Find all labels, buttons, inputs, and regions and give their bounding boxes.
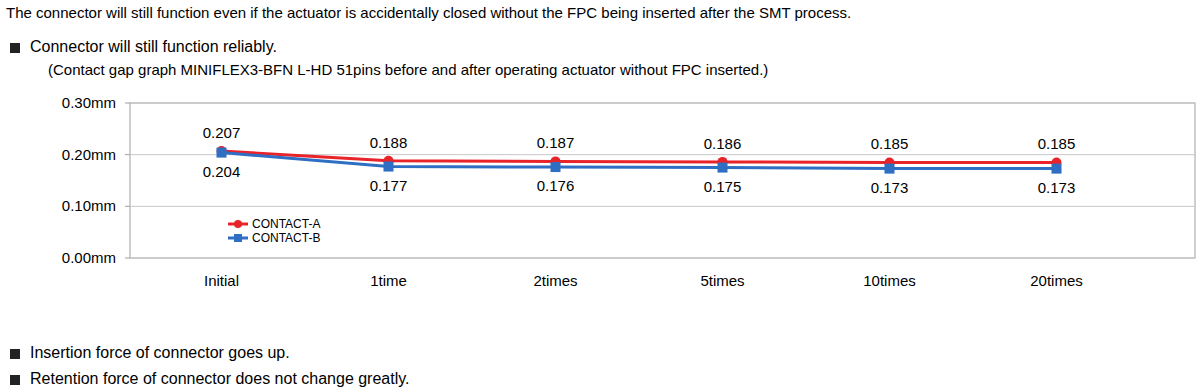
marker <box>718 163 728 173</box>
legend-label: CONTACT-B <box>252 231 320 245</box>
marker <box>1052 164 1062 174</box>
category-label: 1time <box>370 272 407 289</box>
legend-marker <box>234 234 242 242</box>
data-label: 0.204 <box>203 163 241 180</box>
tick-label: 0.10mm <box>62 197 116 214</box>
tick-label: 0.30mm <box>62 94 116 111</box>
data-labels: 0.207 0.188 0.187 0.186 0.185 0.185 0.204 0.177… <box>203 124 1076 196</box>
text: Insertion force of connector goes up. <box>30 344 290 362</box>
bullet-marker <box>10 375 20 385</box>
bullet-marker <box>10 43 20 53</box>
grid-line <box>130 258 1195 259</box>
tick-mark <box>125 258 130 259</box>
plot-frame <box>130 103 1195 258</box>
marker <box>384 162 394 172</box>
text: The connector will still function even i… <box>6 4 851 21</box>
category-label: 20times <box>1030 272 1083 289</box>
tick-label: 0.00mm <box>62 249 116 266</box>
bullet-marker <box>10 349 20 359</box>
chart: 0.00mm 0.10mm 0.20mm 0.30mm Initial 1time 2tim… <box>0 0 1200 392</box>
legend-marker <box>234 220 242 228</box>
grid-line <box>130 103 1195 104</box>
data-label: 0.188 <box>370 134 408 151</box>
text: (Contact gap graph MINIFLEX3-BFN L-HD 51… <box>48 61 768 78</box>
category-label: 10times <box>863 272 916 289</box>
tick-mark <box>125 154 130 155</box>
data-label: 0.173 <box>1038 179 1076 196</box>
legend: CONTACT-ACONTACT-B <box>228 217 320 245</box>
grid-line <box>130 206 1195 207</box>
series-line <box>222 151 1057 162</box>
text: Retention force of connector does not ch… <box>30 370 410 388</box>
category-label: 5times <box>700 272 744 289</box>
series-group <box>217 146 1062 174</box>
text: Connector will still function reliably. <box>30 38 277 56</box>
marker <box>551 162 561 172</box>
category-label: Initial <box>204 272 239 289</box>
marker <box>885 164 895 174</box>
data-label: 0.185 <box>871 135 909 152</box>
data-label: 0.173 <box>871 179 909 196</box>
page: The connector will still function even i… <box>0 0 1200 392</box>
tick-mark <box>125 103 130 104</box>
tick-label: 0.20mm <box>62 146 116 163</box>
data-label: 0.207 <box>203 124 241 141</box>
tick-mark <box>125 206 130 207</box>
data-label: 0.175 <box>704 178 742 195</box>
data-label: 0.185 <box>1038 135 1076 152</box>
data-label: 0.176 <box>537 177 575 194</box>
legend-label: CONTACT-A <box>252 217 320 231</box>
data-label: 0.186 <box>704 135 742 152</box>
series-line <box>222 153 1057 169</box>
data-label: 0.187 <box>537 134 575 151</box>
data-label: 0.177 <box>370 177 408 194</box>
marker <box>217 148 227 158</box>
category-label: 2times <box>533 272 577 289</box>
